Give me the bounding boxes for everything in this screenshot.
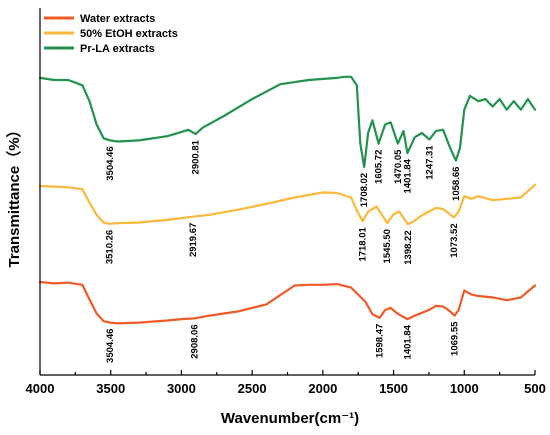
x-tick-label: 1000 — [450, 381, 479, 396]
peak-label: 1058.66 — [451, 167, 462, 201]
peak-label: 1401.84 — [402, 324, 413, 359]
series-line-50-etoh-extracts — [38, 183, 537, 226]
legend-label: Water extracts — [80, 13, 155, 25]
x-axis-title: Wavenumber(cm⁻¹) — [221, 410, 359, 427]
legend-label: 50% EtOH extracts — [80, 28, 178, 40]
peak-label: 1069.55 — [450, 321, 461, 356]
y-axis-title: Transmittance（%） — [5, 122, 23, 267]
x-tick-label: 1500 — [379, 381, 408, 396]
peak-label: 1073.52 — [449, 223, 460, 257]
peak-label: 1247.31 — [424, 145, 435, 180]
peak-label: 2919.67 — [188, 223, 199, 257]
peak-label: 1598.47 — [375, 324, 386, 358]
peak-label: 2908.06 — [189, 324, 200, 358]
peak-label: 1470.05 — [393, 149, 404, 184]
series-line-water-extracts — [38, 280, 537, 325]
peak-label: 1545.50 — [382, 229, 393, 263]
peak-label: 2900.81 — [191, 139, 202, 174]
axes: 4000 3500 3000 2500 2000 1500 1000 500 — [26, 8, 546, 396]
peak-label: 1398.22 — [403, 230, 414, 264]
peak-label: 1605.72 — [374, 150, 385, 184]
series-line-pr-la-extracts — [38, 75, 537, 168]
x-tick-label: 2500 — [238, 381, 267, 396]
peak-label: 3504.46 — [105, 329, 116, 363]
peak-label: 3510.26 — [104, 230, 115, 264]
peak-label: 3504.46 — [105, 146, 116, 180]
peak-label: 1401.84 — [402, 158, 413, 193]
legend-label: Pr-LA extracts — [80, 43, 155, 55]
peak-label: 1708.02 — [359, 173, 370, 207]
peak-labels: 3504.46 2908.06 1598.47 1401.84 1069.55 3510.… — [104, 139, 462, 363]
x-tick-label: 2000 — [308, 381, 337, 396]
x-tick-label: 3000 — [167, 381, 196, 396]
x-tick-label: 500 — [524, 381, 546, 396]
x-tick-label: 4000 — [26, 381, 55, 396]
legend: Water extracts 50% EtOH extracts Pr-LA ext… — [44, 13, 178, 55]
plot-area — [38, 75, 537, 325]
peak-label: 1718.01 — [358, 226, 369, 261]
x-tick-label: 3500 — [96, 381, 125, 396]
